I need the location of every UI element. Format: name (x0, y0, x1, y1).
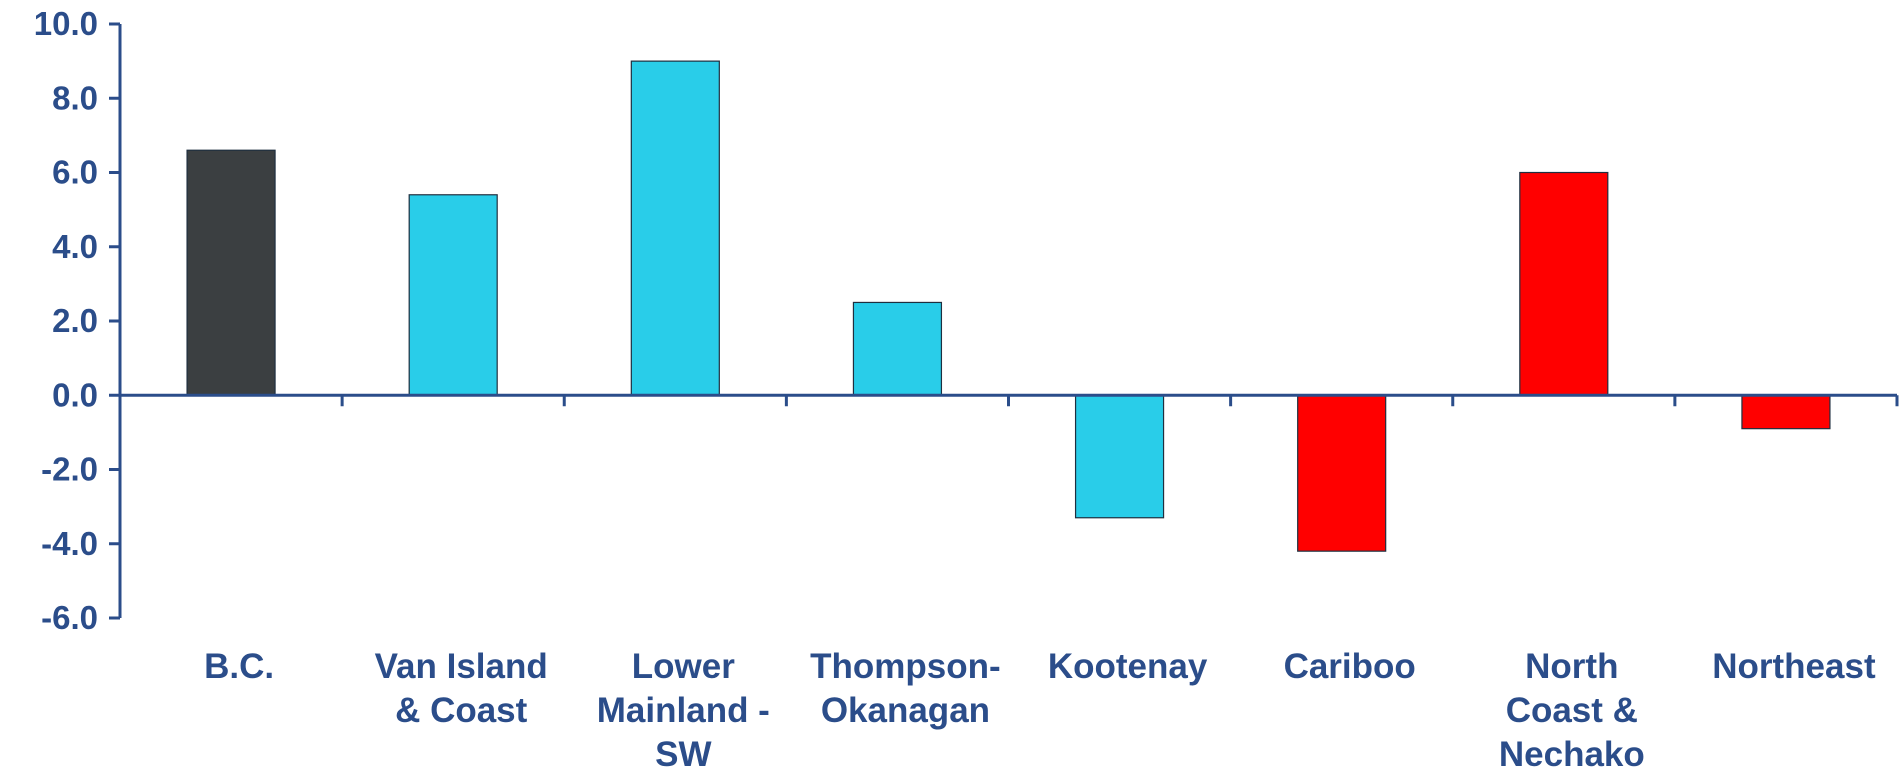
y-tick-label: 8.0 (52, 79, 98, 116)
y-tick-label: -6.0 (41, 599, 98, 636)
y-tick-label: 2.0 (52, 302, 98, 339)
category-label: Kootenay (1048, 647, 1208, 686)
bars (186, 60, 1831, 552)
category-label: B.C. (204, 647, 274, 686)
bar (1741, 394, 1831, 430)
y-tick-label: 0.0 (52, 376, 98, 413)
category-label: Thompson-Okanagan (810, 647, 1001, 730)
bar (1297, 394, 1387, 552)
bar (852, 301, 943, 396)
y-tick-label: -4.0 (41, 525, 98, 562)
y-tick-label: 6.0 (52, 154, 98, 191)
bar (1074, 394, 1165, 519)
bar (630, 60, 720, 396)
bar (408, 194, 498, 396)
y-tick-label: 4.0 (52, 228, 98, 265)
category-label: North Coast & Nechako (1499, 647, 1645, 773)
y-tick-label: -2.0 (41, 451, 98, 488)
y-axis: 10.0 8.0 6.0 4.0 2.0 0.0 -2.0 -4.0 -6.0 (34, 5, 122, 636)
bar (186, 149, 276, 396)
category-label: Van Island & Coast (375, 647, 548, 730)
category-label: Northeast (1712, 647, 1876, 686)
category-label: Lower Mainland -SW (597, 647, 770, 773)
bar (1519, 171, 1609, 396)
y-tick-label: 10.0 (34, 5, 98, 42)
x-axis (120, 393, 1899, 407)
category-label: Cariboo (1284, 647, 1416, 686)
category-labels: B.C. Van Island & Coast Lower Mainland -SW Th… (204, 647, 1876, 773)
